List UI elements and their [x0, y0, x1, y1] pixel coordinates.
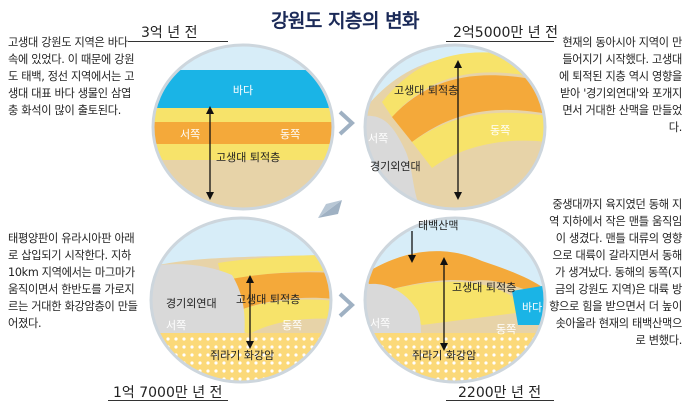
era-label: 2200만 년 전: [458, 385, 542, 401]
arrow-right-icon: [338, 292, 355, 318]
panel-description: 태평양판이 유라시아판 아래로 삽입되기 시작한다. 지하 10km 지역에서는…: [8, 232, 138, 330]
era-underline: [446, 400, 554, 401]
label-west: 서쪽: [368, 132, 388, 145]
era-underline: [128, 41, 228, 42]
panel-description: 중생대까지 육지였던 동해 지역 지하에서 작은 맨틀 움직임이 생겼다. 맨틀…: [549, 198, 682, 347]
page-title: 강원도 지층의 변화: [270, 10, 420, 32]
label-east: 동쪽: [490, 124, 510, 137]
label-east: 동쪽: [282, 319, 302, 332]
label-sea: 바다: [522, 301, 542, 314]
diagram-170ma: 경기외연대 고생대 퇴적층 서쪽 동쪽 쥐라기 화강암: [149, 216, 333, 384]
diagram-250ma: 고생대 퇴적층 서쪽 동쪽 경기외연대: [363, 43, 547, 211]
label-east: 동쪽: [280, 128, 300, 141]
label-layer: 고생대 퇴적층: [394, 84, 458, 97]
label-block: 경기외연대: [166, 297, 217, 310]
arrow-down-left-icon: [318, 200, 342, 218]
label-block: 경기외연대: [370, 160, 421, 173]
era-label: 2억5000만 년 전: [453, 25, 558, 41]
panel-description: 고생대 강원도 지역은 바다 속에 있었다. 이 때문에 강원도 태백, 정선 …: [8, 36, 135, 117]
panel-description: 현재의 동아시아 지역이 만들어지기 시작했다. 고생대에 퇴적된 지층 역시 …: [559, 36, 682, 134]
era-label: 1억 7000만 년 전: [113, 385, 223, 401]
label-layer: 고생대 퇴적층: [452, 281, 516, 294]
label-west: 서쪽: [370, 317, 390, 330]
label-west: 서쪽: [166, 319, 186, 332]
era-underline: [108, 400, 228, 401]
diagram-300ma: 바다 서쪽 동쪽 고생대 퇴적층: [151, 43, 335, 211]
label-mountain: 태백산맥: [418, 219, 458, 232]
label-layer: 고생대 퇴적층: [236, 293, 300, 306]
label-east: 동쪽: [496, 323, 516, 336]
era-label: 3억 년 전: [141, 25, 198, 41]
label-layer: 고생대 퇴적층: [216, 151, 280, 164]
arrow-right-icon: [338, 110, 355, 136]
diagram-22ma: 태백산맥 고생대 퇴적층 바다 서쪽 동쪽 쥐라기 화강암: [363, 216, 547, 384]
label-granite: 쥐라기 화강암: [412, 349, 476, 362]
era-underline: [446, 41, 554, 42]
label-sea: 바다: [233, 84, 253, 97]
label-granite: 쥐라기 화강암: [210, 349, 274, 362]
label-west: 서쪽: [180, 128, 200, 141]
